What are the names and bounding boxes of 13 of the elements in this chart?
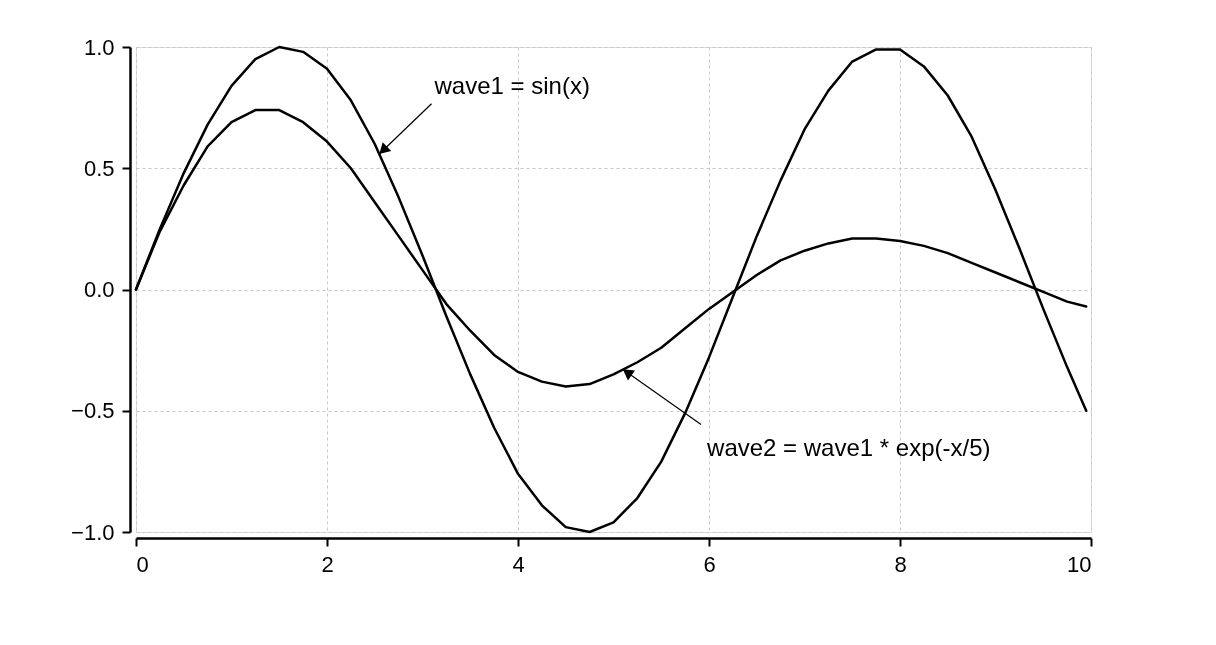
x-tick-label: 4 — [512, 551, 525, 577]
x-tick-label: 10 — [1067, 551, 1092, 577]
annotation: wave1 = sin(x) — [433, 71, 590, 99]
x-tick-label: 8 — [894, 551, 907, 577]
x-tick-label: 6 — [703, 551, 716, 577]
y-tick-label: 0.5 — [83, 155, 115, 181]
annotation: wave2 = wave1 * exp(-x/5) — [706, 433, 991, 461]
y-tick-label: 0.0 — [83, 277, 115, 302]
x-tick-label: 0 — [136, 551, 149, 577]
y-tick-label: −1.0 — [71, 519, 115, 545]
x-tick-label: 2 — [321, 551, 334, 577]
y-tick-label: −0.5 — [71, 398, 115, 424]
y-tick-label: 1.0 — [83, 34, 115, 60]
